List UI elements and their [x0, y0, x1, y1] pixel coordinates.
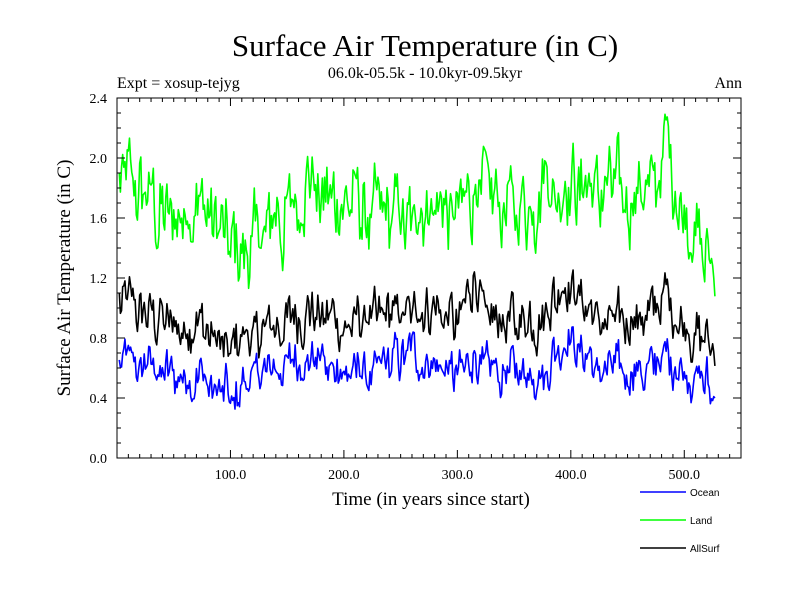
y-tick-label: 2.0 [90, 152, 108, 167]
series-line-land [118, 113, 716, 297]
chart-subtitle: 06.0k-05.5k - 10.0kyr-09.5kyr [327, 65, 523, 82]
x-tick-label: 500.0 [669, 468, 701, 483]
legend: Ocean Land AllSurf [640, 488, 720, 555]
x-tick-label: 200.0 [328, 468, 360, 483]
y-tick-label: 1.6 [90, 212, 108, 227]
legend-label-allsurf: AllSurf [690, 544, 720, 555]
x-tick-label: 400.0 [555, 468, 587, 483]
y-tick-label: 2.4 [90, 92, 108, 107]
y-tick-label: 0.8 [90, 332, 108, 347]
legend-label-land: Land [690, 516, 712, 527]
y-tick-label: 0.4 [90, 392, 108, 407]
legend-label-ocean: Ocean [690, 488, 719, 499]
y-axis-label: Surface Air Temperature (in C) [54, 160, 75, 397]
y-tick-label: 1.2 [90, 272, 108, 287]
experiment-label: Expt = xosup-tejyg [117, 75, 240, 92]
y-tick-label: 0.0 [90, 452, 108, 467]
series-line-allsurf [118, 269, 716, 367]
x-tick-label: 300.0 [442, 468, 474, 483]
plot-frame [116, 97, 742, 459]
x-axis-label: Time (in years since start) [332, 489, 530, 510]
period-label: Ann [714, 75, 742, 92]
axis-layer: 100.0 200.0 300.0 400.0 500.0 0.0 0.4 0.8 1.2 1.6… [90, 92, 741, 483]
chart-title: Surface Air Temperature (in C) [231, 28, 619, 63]
x-tick-label: 100.0 [215, 468, 247, 483]
series-line-ocean [118, 326, 716, 410]
series-layer [118, 113, 716, 410]
